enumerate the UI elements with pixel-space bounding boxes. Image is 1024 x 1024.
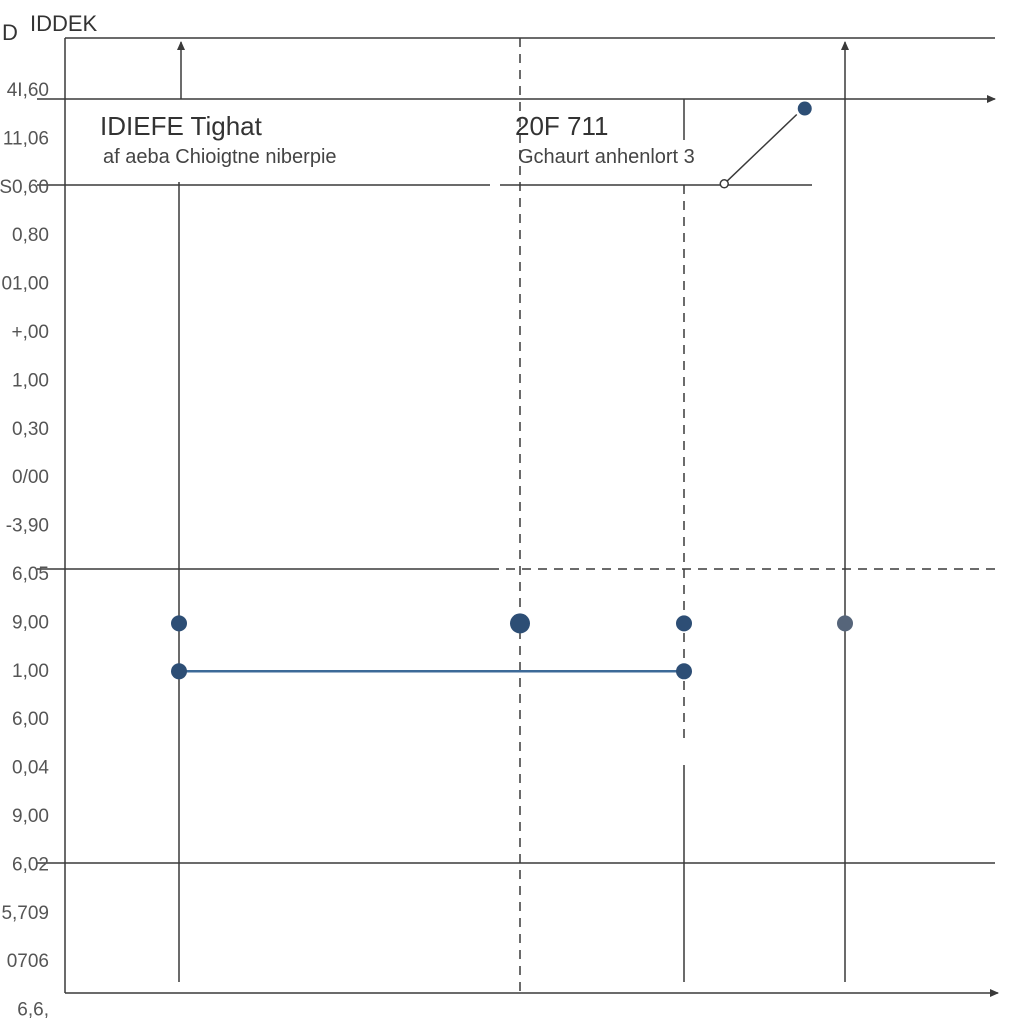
chart-title-right: 20F 711: [515, 111, 608, 141]
annotation-link-line: [723, 113, 798, 185]
y-tick-label: S0,60: [0, 177, 49, 198]
y-tick-label: -3,90: [6, 516, 49, 537]
corner-label-left: D: [2, 20, 18, 45]
y-tick-label: 01,00: [1, 274, 49, 295]
y-tick-label: 9,00: [12, 612, 49, 633]
y-tick-label: 0/00: [12, 467, 49, 488]
y-tick-label: 6,05: [12, 564, 49, 585]
y-tick-label: 0,80: [12, 225, 49, 246]
row-a-point-4: [837, 615, 853, 632]
y-tick-label: 4I,60: [7, 80, 49, 101]
row-a-point-2: [510, 613, 530, 634]
y-tick-label: 1,00: [12, 661, 49, 682]
y-tick-labels: 4I,60 11,06 S0,60 0,80 01,00 +,00 1,00 0,30 0/00…: [0, 80, 49, 1021]
chart-subtitle-left: af aeba Chioigtne niberpie: [103, 146, 337, 168]
y-tick-label: 9,00: [12, 806, 49, 827]
row-a-point-1: [171, 615, 187, 632]
annotation-anchor-point: [719, 179, 729, 189]
y-tick-label: 1,00: [12, 370, 49, 391]
row-a-point-3: [676, 615, 692, 632]
y-tick-label: +,00: [11, 322, 49, 343]
data-marks: [171, 101, 853, 680]
chart-title-left: IDIEFE Tighat: [100, 111, 263, 141]
y-tick-label: 6,02: [12, 854, 49, 875]
y-tick-label: 6,00: [12, 709, 49, 730]
chart-subtitle-right: Gchaurt anhenlort 3: [518, 146, 695, 168]
segment-point-2: [676, 663, 692, 680]
corner-label-right: IDDEK: [30, 11, 98, 36]
y-tick-label: 0,30: [12, 419, 49, 440]
y-tick-label: 6,6,: [17, 1000, 49, 1021]
y-tick-label: 11,06: [3, 128, 49, 149]
y-tick-label: 0,04: [12, 758, 49, 779]
segment-point-1: [171, 663, 187, 680]
annotation-end-point: [797, 101, 812, 116]
y-tick-label: 5,709: [1, 903, 49, 924]
y-tick-label: 0706: [7, 951, 49, 972]
